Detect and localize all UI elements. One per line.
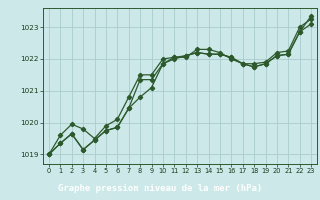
Text: Graphe pression niveau de la mer (hPa): Graphe pression niveau de la mer (hPa) <box>58 184 262 193</box>
